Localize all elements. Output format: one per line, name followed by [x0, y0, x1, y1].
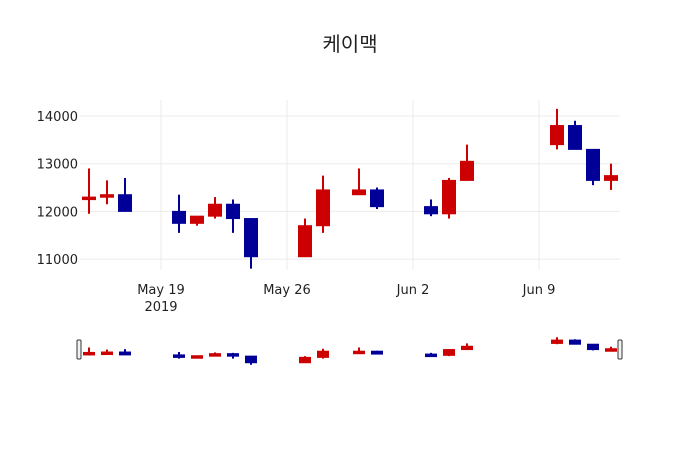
candle[interactable]: [172, 194, 186, 233]
candles[interactable]: [82, 108, 618, 269]
range-slider-candle[interactable]: [191, 355, 203, 359]
candle[interactable]: [550, 108, 564, 150]
x-tick-year-label: 2019: [144, 300, 177, 315]
range-slider-candle[interactable]: [371, 350, 383, 355]
y-tick-label: 14000: [37, 110, 78, 125]
candle[interactable]: [370, 187, 384, 210]
x-tick-label: May 26: [263, 283, 311, 298]
x-tick-label: Jun 2: [396, 283, 430, 298]
range-slider-right-handle[interactable]: [617, 339, 623, 360]
candle[interactable]: [244, 218, 258, 269]
range-slider-candle[interactable]: [119, 349, 131, 356]
range-slider-candle[interactable]: [551, 337, 563, 345]
candle[interactable]: [298, 218, 312, 258]
range-slider-candle[interactable]: [353, 347, 365, 355]
candle[interactable]: [100, 180, 114, 205]
y-tick-label: 12000: [37, 205, 78, 220]
candle[interactable]: [226, 199, 240, 233]
candle[interactable]: [568, 120, 582, 150]
range-slider-candle[interactable]: [605, 346, 617, 352]
range-slider-candle[interactable]: [443, 349, 455, 357]
candle[interactable]: [460, 144, 474, 181]
candle[interactable]: [118, 178, 132, 212]
candle[interactable]: [190, 215, 204, 226]
candle[interactable]: [442, 178, 456, 219]
range-slider[interactable]: [76, 337, 623, 365]
range-slider-candle[interactable]: [209, 352, 221, 357]
x-axis: May 19 2019 May 26 Jun 2 Jun 9: [137, 283, 555, 315]
y-tick-label: 13000: [37, 158, 78, 173]
range-slider-left-handle[interactable]: [76, 339, 82, 360]
candle[interactable]: [208, 197, 222, 219]
y-axis: 11000 12000 13000 14000: [37, 110, 78, 268]
range-slider-candle[interactable]: [425, 352, 437, 358]
range-slider-candle[interactable]: [173, 352, 185, 359]
x-tick-label: Jun 9: [522, 283, 556, 298]
y-tick-label: 11000: [37, 253, 78, 268]
candle[interactable]: [424, 199, 438, 217]
range-slider-candle[interactable]: [299, 356, 311, 364]
range-slider-candle[interactable]: [101, 349, 113, 356]
x-tick-label: May 19: [137, 283, 185, 298]
gridlines: [80, 100, 620, 270]
range-slider-candle[interactable]: [83, 347, 95, 356]
range-slider-candle[interactable]: [227, 352, 239, 359]
range-slider-candle[interactable]: [569, 339, 581, 345]
range-slider-candle[interactable]: [587, 343, 599, 351]
candle[interactable]: [586, 148, 600, 186]
chart-title: 케이맥: [322, 32, 378, 56]
candle[interactable]: [604, 163, 618, 190]
candle[interactable]: [316, 175, 330, 233]
range-slider-candle[interactable]: [461, 343, 473, 351]
candle[interactable]: [82, 168, 96, 214]
candle[interactable]: [352, 168, 366, 196]
range-slider-candle[interactable]: [245, 355, 257, 365]
range-slider-candle[interactable]: [317, 348, 329, 359]
